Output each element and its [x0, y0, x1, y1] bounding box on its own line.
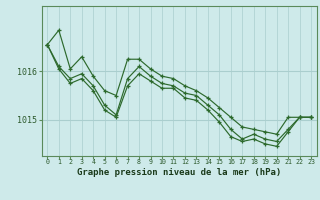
X-axis label: Graphe pression niveau de la mer (hPa): Graphe pression niveau de la mer (hPa) [77, 168, 281, 177]
